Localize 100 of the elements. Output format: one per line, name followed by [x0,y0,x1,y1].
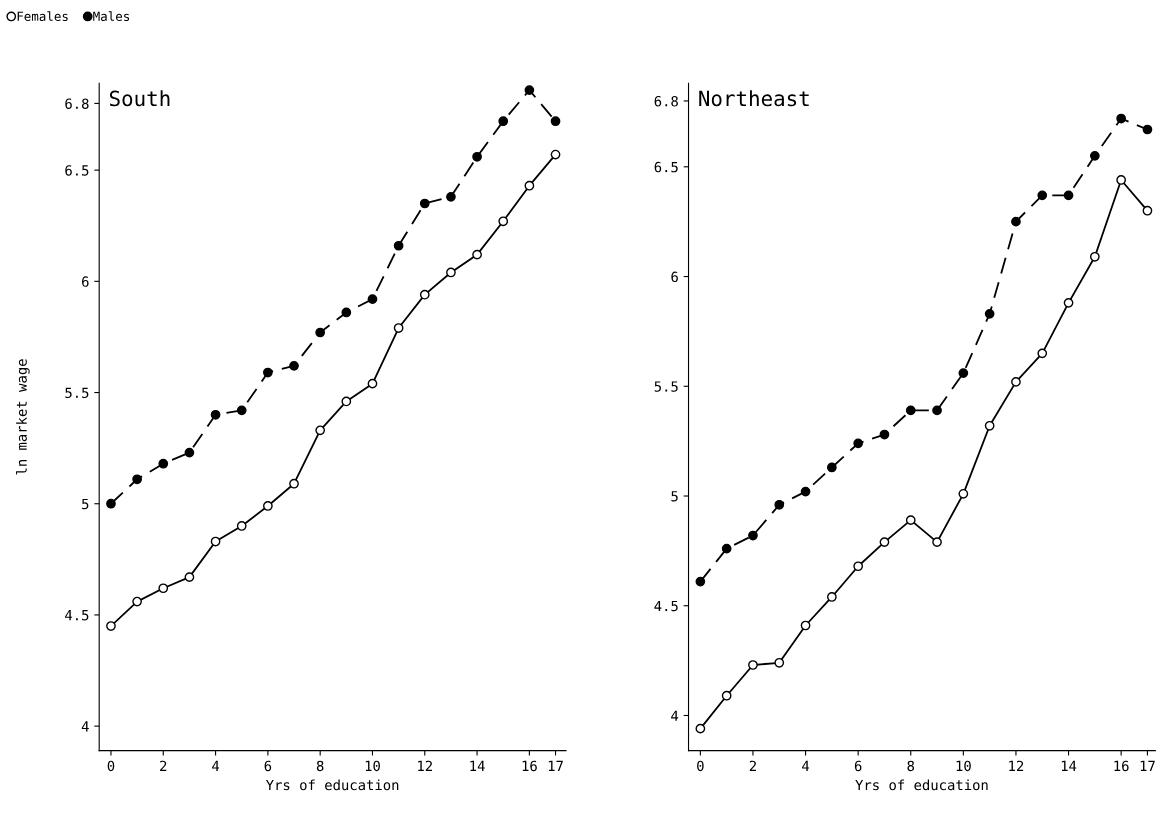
point [1037,190,1048,201]
point [879,537,890,547]
x-tick-label: 2 [749,760,756,771]
x-tick-label: 0 [697,760,704,772]
point [984,420,995,431]
point [210,409,221,420]
x-tick-label: 12 [1009,760,1024,771]
point [315,425,326,436]
point [524,180,535,191]
point [419,289,430,300]
point [236,521,247,531]
point [1116,113,1127,124]
point [748,530,758,541]
point [1037,348,1048,359]
point [393,323,404,333]
point [826,462,837,473]
x-tick-label: 16 [522,760,537,772]
x-tick-label: 8 [316,760,324,772]
point [158,583,169,594]
y-tick-label: 5 [671,491,678,502]
point [1063,298,1074,308]
point [367,378,378,389]
x-axis-title: Yrs of education [265,779,399,791]
y-tick-label: 6.8 [654,95,678,107]
x-tick-label: 2 [160,760,167,771]
y-tick-label: 6 [671,271,678,283]
point [367,294,378,304]
point [800,620,811,631]
x-tick-label: 8 [907,760,915,772]
point [132,474,142,485]
y-axis-title: ln market wage [16,359,30,475]
x-tick-label: 14 [470,760,485,771]
point [1116,175,1127,185]
x-axis-title: Yrs of education [855,779,988,791]
x-tick-label: 17 [548,760,563,771]
x-tick-label: 4 [212,760,220,771]
point [1011,377,1021,387]
point [905,515,916,526]
point [932,405,942,416]
x-tick-label: 16 [1114,760,1129,772]
legend-label: Males [93,11,130,21]
x-tick-label: 6 [264,760,272,772]
point [984,308,995,319]
point [1089,251,1100,262]
point [158,458,169,469]
point [550,149,561,160]
y-tick-label: 4 [81,721,89,732]
y-tick-label: 6.5 [65,165,89,176]
y-tick-label: 5.5 [65,387,89,399]
point [1142,205,1153,216]
x-tick-label: 10 [956,760,971,772]
point [774,499,785,510]
y-tick-label: 5 [82,498,89,510]
point [210,536,221,547]
point [879,429,890,440]
x-tick-label: 12 [418,760,432,771]
x-tick-label: 14 [1061,760,1077,771]
point [315,327,326,338]
point [1142,124,1153,135]
point [774,657,785,668]
point [341,307,352,318]
point [472,151,482,162]
point [472,249,482,260]
point [184,572,195,582]
y-tick-label: 4 [671,710,679,721]
point [800,486,811,497]
point [1011,216,1021,227]
x-tick-label: 0 [107,760,115,772]
point [446,191,456,202]
point [341,396,352,407]
y-tick-label: 6 [82,276,89,287]
point [106,621,116,631]
point [932,537,942,547]
point [721,690,732,701]
chart-title: South [109,90,170,107]
x-tick-label: 4 [802,760,810,771]
point [1063,190,1074,201]
point [853,561,864,572]
point [826,592,837,602]
point [958,488,969,499]
point [263,367,273,378]
point [1089,150,1100,161]
point [106,498,116,509]
y-tick-label: 4.5 [65,610,89,621]
point [236,405,247,416]
point [524,85,535,95]
x-tick-label: 10 [365,760,380,772]
point [695,723,706,734]
x-tick-label: 6 [854,760,862,772]
point [550,116,561,127]
point [132,596,142,607]
point [498,216,509,227]
point [446,267,456,278]
point [289,360,299,371]
point [498,116,509,127]
point [721,543,732,554]
chart-title: Northeast [699,90,809,107]
point [695,576,706,587]
point [419,198,430,209]
point [184,447,195,458]
